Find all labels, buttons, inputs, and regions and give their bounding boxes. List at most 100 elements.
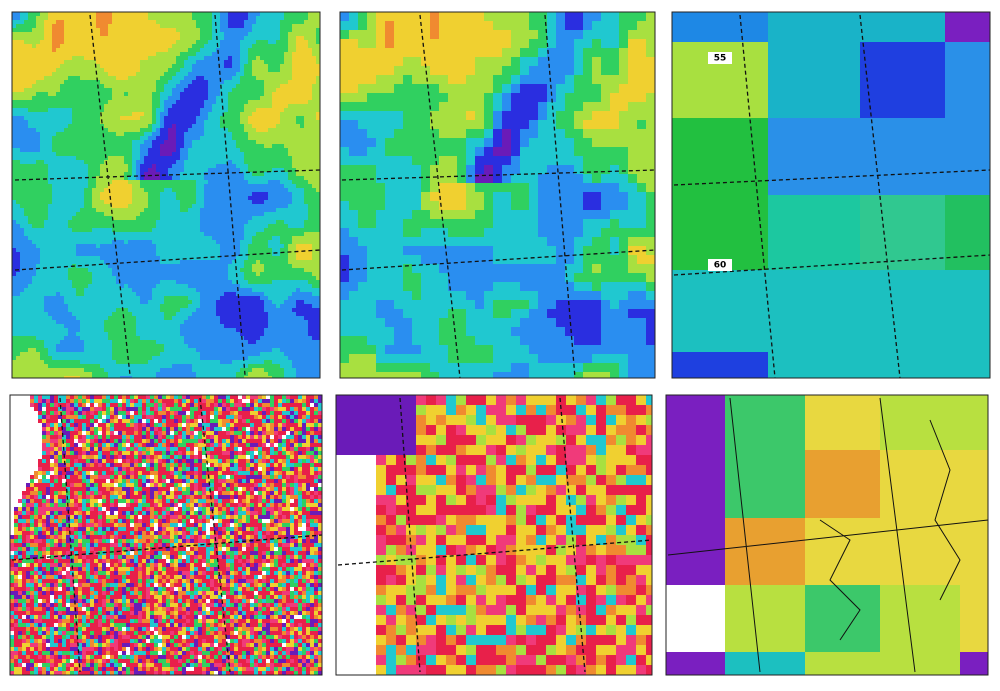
raster-cell: [20, 240, 24, 244]
raster-cell: [264, 36, 268, 40]
raster-cell: [256, 68, 260, 72]
raster-cell: [100, 188, 104, 192]
raster-cell: [36, 228, 40, 232]
raster-cell: [136, 24, 140, 28]
raster-cell: [216, 228, 220, 232]
raster-cell: [12, 260, 16, 264]
raster-cell: [144, 120, 148, 124]
raster-cell: [164, 216, 168, 220]
raster-cell: [312, 200, 316, 204]
raster-cell: [68, 168, 72, 172]
raster-cell: [256, 188, 260, 192]
raster-cell: [192, 148, 196, 152]
raster-cell: [84, 132, 88, 136]
raster-cell: [252, 240, 256, 244]
raster-cell: [188, 260, 192, 264]
raster-cell: [136, 196, 140, 200]
raster-cell: [236, 164, 240, 168]
raster-cell: [148, 216, 152, 220]
raster-cell: [304, 216, 308, 220]
raster-cell: [276, 136, 280, 140]
raster-cell: [240, 96, 244, 100]
raster-cell: [116, 184, 120, 188]
raster-cell: [140, 72, 144, 76]
raster-cell: [272, 12, 276, 16]
raster-cell: [152, 212, 156, 216]
raster-cell: [204, 216, 208, 220]
raster-cell: [128, 224, 132, 228]
raster-cell: [316, 136, 320, 140]
raster-cell: [300, 124, 304, 128]
raster-cell: [24, 156, 28, 160]
raster-cell: [200, 168, 204, 172]
raster-cell: [224, 180, 228, 184]
raster-cell: [200, 92, 204, 96]
raster-cell: [120, 100, 124, 104]
raster-cell: [196, 216, 200, 220]
raster-cell: [228, 160, 232, 164]
raster-cell: [164, 256, 168, 260]
raster-cell: [208, 144, 212, 148]
raster-cell: [112, 208, 116, 212]
raster-cell: [44, 72, 48, 76]
raster-cell: [124, 208, 128, 212]
raster-cell: [144, 208, 148, 212]
raster-cell: [124, 120, 128, 124]
raster-cell: [220, 160, 224, 164]
raster-cell: [160, 196, 164, 200]
raster-cell: [224, 64, 228, 68]
raster-cell: [68, 244, 72, 248]
raster-cell: [40, 252, 44, 256]
raster-cell: [260, 244, 264, 248]
raster-cell: [104, 232, 108, 236]
raster-cell: [176, 260, 180, 264]
raster-cell: [284, 120, 288, 124]
raster-cell: [56, 244, 60, 248]
raster-cell: [48, 212, 52, 216]
raster-cell: [172, 160, 176, 164]
raster-cell: [116, 84, 120, 88]
raster-cell: [80, 172, 84, 176]
raster-cell: [52, 80, 56, 84]
raster-cell: [200, 108, 204, 112]
raster-cell: [304, 144, 308, 148]
raster-cell: [296, 128, 300, 132]
raster-cell: [44, 228, 48, 232]
raster-cell: [176, 60, 180, 64]
raster-cell: [132, 164, 136, 168]
raster-cell: [312, 176, 316, 180]
raster-cell: [132, 100, 136, 104]
raster-cell: [44, 84, 48, 88]
raster-cell: [124, 144, 128, 148]
raster-cell: [192, 244, 196, 248]
raster-cell: [276, 36, 280, 40]
raster-cell: [316, 180, 320, 184]
raster-cell: [288, 200, 292, 204]
raster-cell: [28, 16, 32, 20]
raster-cell: [56, 172, 60, 176]
raster-cell: [224, 44, 228, 48]
raster-cell: [248, 108, 252, 112]
raster-cell: [236, 132, 240, 136]
raster-cell: [88, 244, 92, 248]
raster-cell: [80, 100, 84, 104]
raster-cell: [80, 180, 84, 184]
raster-cell: [200, 48, 204, 52]
raster-cell: [232, 64, 236, 68]
raster-cell: [248, 160, 252, 164]
raster-cell: [312, 160, 316, 164]
raster-cell: [60, 236, 64, 240]
raster-cell: [208, 48, 212, 52]
raster-cell: [48, 204, 52, 208]
raster-cell: [76, 124, 80, 128]
raster-cell: [116, 36, 120, 40]
raster-cell: [68, 92, 72, 96]
raster-cell: [184, 216, 188, 220]
raster-cell: [280, 268, 284, 272]
raster-cell: [56, 112, 60, 116]
raster-cell: [212, 204, 216, 208]
raster-cell: [128, 64, 132, 68]
raster-cell: [184, 184, 188, 188]
raster-cell: [36, 176, 40, 180]
raster-cell: [76, 16, 80, 20]
